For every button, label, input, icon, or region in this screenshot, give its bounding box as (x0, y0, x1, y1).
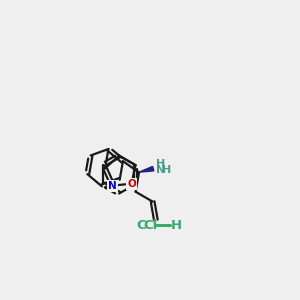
Text: N: N (108, 181, 117, 190)
Text: Cl: Cl (143, 219, 158, 232)
Text: C: C (136, 219, 146, 232)
Text: H: H (162, 166, 171, 176)
Text: O: O (127, 179, 136, 189)
Polygon shape (139, 167, 154, 172)
Text: H: H (171, 219, 182, 232)
Text: N: N (156, 166, 166, 176)
Text: H: H (156, 159, 166, 169)
